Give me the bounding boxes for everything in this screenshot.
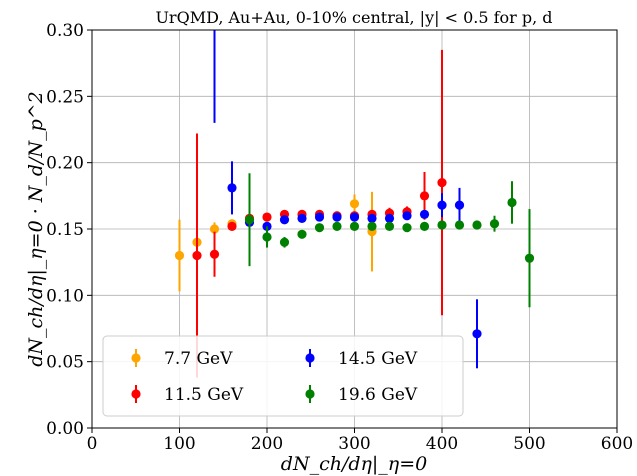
data-point xyxy=(367,221,377,231)
legend-box xyxy=(102,335,464,417)
y-tick-label: 0.05 xyxy=(46,353,84,373)
chart-title: UrQMD, Au+Au, 0-10% central, |y| < 0.5 f… xyxy=(155,8,552,27)
data-point xyxy=(507,197,517,208)
x-tick-label: 200 xyxy=(251,434,283,454)
series-19-6-gev xyxy=(244,173,535,308)
x-tick-label: 600 xyxy=(601,434,633,454)
y-tick-label: 0.00 xyxy=(46,419,84,439)
y-tick-label: 0.15 xyxy=(46,220,84,240)
series-7-7-gev xyxy=(174,191,377,292)
data-point xyxy=(314,212,325,222)
data-point xyxy=(437,177,447,188)
data-point xyxy=(227,221,237,231)
data-point xyxy=(192,250,202,261)
data-point xyxy=(262,232,272,242)
data-point xyxy=(297,229,307,239)
data-point xyxy=(437,220,447,230)
data-point xyxy=(349,199,360,209)
data-point xyxy=(402,223,412,233)
y-tick-label: 0.10 xyxy=(46,286,84,306)
data-point xyxy=(314,223,325,233)
data-point xyxy=(279,237,290,247)
y-axis-label: dN_ch/dη|_η=0 · N_d/N_p^2 xyxy=(25,91,47,367)
legend-label: 14.5 GeV xyxy=(338,349,418,369)
data-point xyxy=(402,211,412,221)
data-point xyxy=(209,224,220,234)
legend-marker xyxy=(131,389,141,399)
legend-label: 19.6 GeV xyxy=(338,385,418,405)
data-points xyxy=(174,30,535,378)
data-point xyxy=(524,253,535,263)
legend-label: 7.7 GeV xyxy=(164,349,233,369)
data-point xyxy=(489,219,500,229)
x-tick-label: 500 xyxy=(513,434,545,454)
data-point xyxy=(209,249,220,259)
data-point xyxy=(472,329,482,339)
data-point xyxy=(454,220,465,230)
data-point xyxy=(472,220,482,230)
legend-marker xyxy=(305,389,315,399)
data-point xyxy=(419,209,430,220)
data-point xyxy=(419,191,430,201)
data-point xyxy=(419,221,430,231)
data-point xyxy=(279,215,290,225)
data-point xyxy=(332,212,342,222)
data-point xyxy=(262,221,272,231)
data-point xyxy=(244,215,255,225)
data-point xyxy=(349,221,360,231)
x-tick-label: 100 xyxy=(163,434,195,454)
x-tick-label: 300 xyxy=(338,434,370,454)
y-tick-label: 0.30 xyxy=(46,21,84,41)
y-tick-label: 0.25 xyxy=(46,87,84,107)
axis-ticks: 0 100 200 300 400 500 600 0.00 0.05 0.10 0.15 0.20 0… xyxy=(46,21,633,454)
x-axis-label: dN_ch/dη|_η=0 xyxy=(281,453,427,475)
data-point xyxy=(262,212,272,222)
legend: 7.7 GeV 11.5 GeV 14.5 GeV 19.6 GeV xyxy=(102,335,464,417)
data-point xyxy=(297,213,307,223)
data-point xyxy=(174,250,185,261)
data-point xyxy=(367,213,377,223)
x-tick-label: 400 xyxy=(426,434,458,454)
data-point xyxy=(227,183,237,193)
data-point xyxy=(384,221,395,231)
data-point xyxy=(349,212,360,222)
legend-label: 11.5 GeV xyxy=(164,385,244,405)
y-tick-label: 0.20 xyxy=(46,154,84,174)
data-point xyxy=(454,200,465,210)
legend-marker xyxy=(131,353,141,363)
x-tick-label: 0 xyxy=(87,434,98,454)
legend-marker xyxy=(305,353,315,363)
data-point xyxy=(437,200,447,210)
data-point xyxy=(332,221,342,231)
data-point xyxy=(384,213,395,223)
